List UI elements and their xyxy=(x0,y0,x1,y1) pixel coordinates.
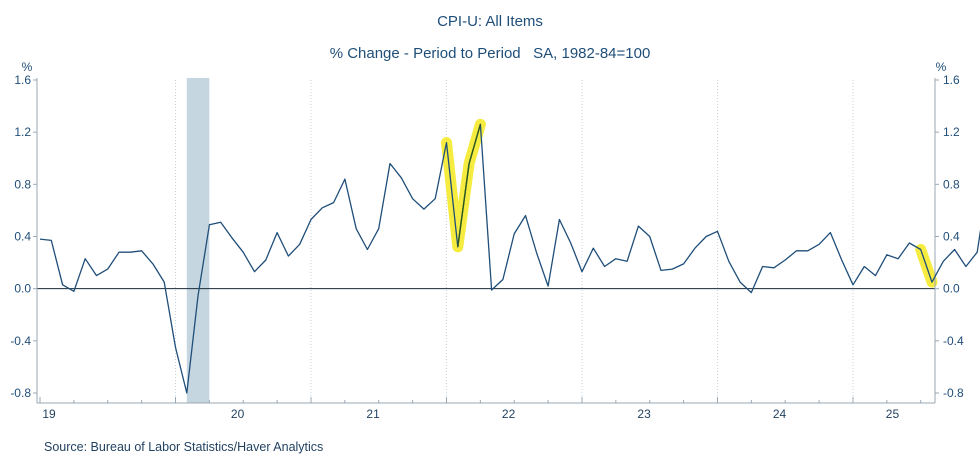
y-tick-label-left: -0.8 xyxy=(10,386,31,400)
recession-band xyxy=(186,78,210,403)
y-tick-label-right: -0.4 xyxy=(943,334,964,348)
axis-layer xyxy=(33,78,939,404)
year-label: 20 xyxy=(231,407,245,421)
y-tick-label-right: 0.4 xyxy=(943,230,960,244)
y-tick-label-right: 0.0 xyxy=(943,282,960,296)
y-tick-label-right: 1.6 xyxy=(943,73,960,87)
y-unit-right: % xyxy=(936,60,947,74)
y-tick-label-left: 1.6 xyxy=(14,73,31,87)
year-label: 19 xyxy=(42,407,56,421)
year-label: 25 xyxy=(886,407,900,421)
highlight-layer xyxy=(441,118,938,288)
chart-title: CPI-U: All Items xyxy=(437,13,543,30)
series-line xyxy=(39,123,980,394)
y-tick-label-right: 1.2 xyxy=(943,125,960,139)
year-label: 21 xyxy=(366,407,380,421)
series-layer xyxy=(39,123,980,394)
year-label: 23 xyxy=(637,407,651,421)
y-tick-label-left: 0.8 xyxy=(14,177,31,191)
label-layer: 1.6 1.6 1.2 1.2 0.8 0.8 0.4 0.4 0.0 0.0 -0.4 -0.4 -0… xyxy=(10,60,964,421)
chart-plot: 1.6 1.6 1.2 1.2 0.8 0.8 0.4 0.4 0.0 0.0 -0.4 -0.4 -0… xyxy=(10,60,980,421)
year-label: 24 xyxy=(773,407,787,421)
y-tick-label-right: -0.8 xyxy=(943,386,964,400)
y-tick-label-left: 0.4 xyxy=(14,230,31,244)
grid-layer xyxy=(174,80,854,403)
recession-layer xyxy=(186,78,210,403)
y-tick-label-right: 0.8 xyxy=(943,177,960,191)
y-tick-label-left: 1.2 xyxy=(14,125,31,139)
y-tick-label-left: -0.4 xyxy=(10,334,31,348)
chart-subtitle: % Change - Period to Period SA, 1982-84=… xyxy=(329,45,651,62)
source-note: Source: Bureau of Labor Statistics/Haver… xyxy=(44,440,324,454)
year-label: 22 xyxy=(502,407,516,421)
y-unit-left: % xyxy=(22,60,33,74)
y-tick-label-left: 0.0 xyxy=(14,282,31,296)
highlighted-segment xyxy=(457,124,482,247)
